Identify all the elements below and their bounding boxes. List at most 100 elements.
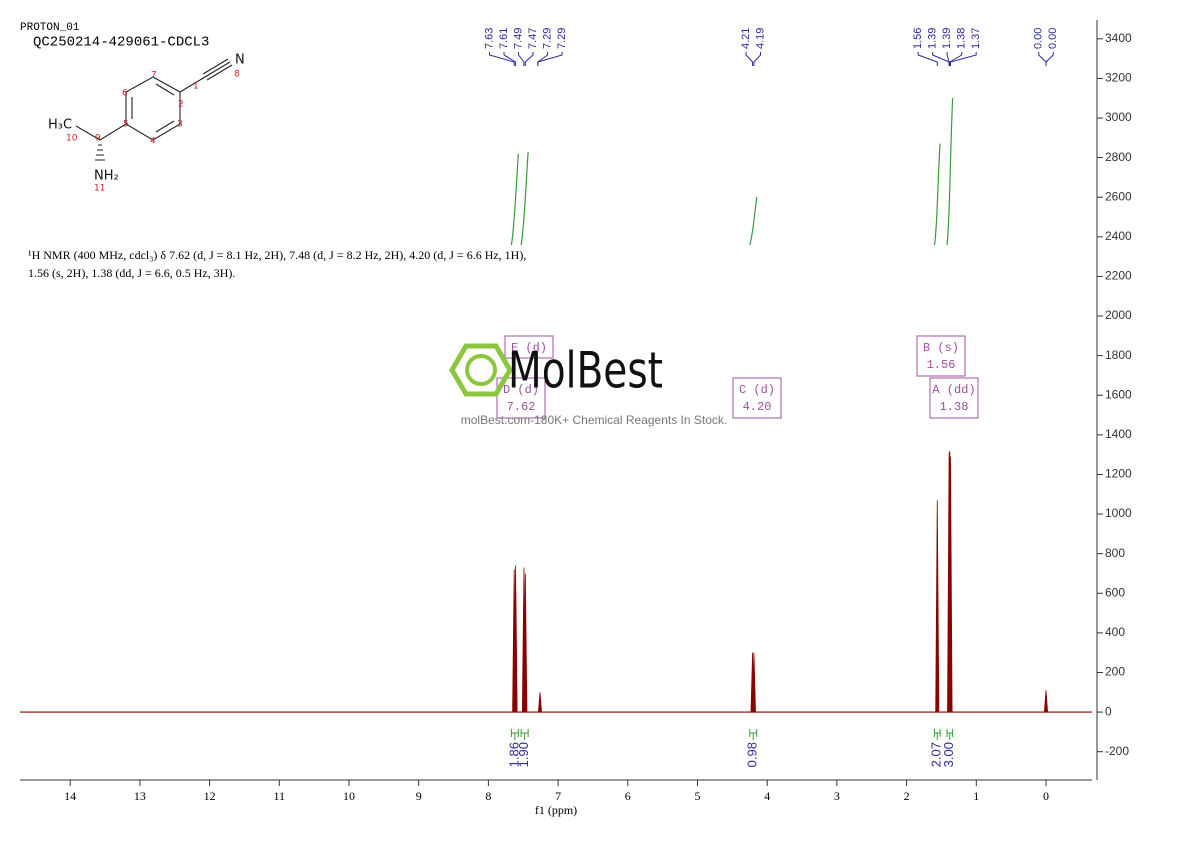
integral-label: 1.86 bbox=[506, 742, 521, 767]
peak-label: 1.39 bbox=[941, 28, 953, 49]
multiplet-shift: 4.20 bbox=[743, 400, 772, 414]
x-tick-label: 10 bbox=[343, 789, 355, 803]
y-tick-label: 1200 bbox=[1105, 467, 1132, 481]
peak bbox=[948, 456, 953, 713]
multiplet-name: C (d) bbox=[739, 383, 775, 397]
x-tick-label: 13 bbox=[134, 789, 146, 803]
chart-title: QC250214-429061-CDCL3 bbox=[33, 35, 209, 51]
atom-number: 9 bbox=[95, 134, 101, 144]
y-tick-label: -200 bbox=[1105, 744, 1129, 758]
peak-label: 7.29 bbox=[556, 28, 568, 49]
multiplet-box bbox=[496, 377, 546, 419]
x-tick-label: 9 bbox=[416, 789, 422, 803]
x-tick-label: 14 bbox=[64, 789, 76, 803]
logo-circle bbox=[465, 354, 497, 386]
triple-bond bbox=[202, 58, 233, 81]
atom: N bbox=[235, 53, 245, 68]
y-tick-label: 200 bbox=[1105, 665, 1125, 679]
hashed-bond bbox=[95, 144, 105, 161]
peak-connector bbox=[917, 52, 938, 66]
x-tick-label: 5 bbox=[694, 789, 700, 803]
y-tick-label: 600 bbox=[1105, 585, 1125, 599]
peak bbox=[751, 652, 756, 713]
description: ¹H NMR (400 MHz, cdcl₃) δ 7.62 (d, J = 8… bbox=[28, 248, 526, 262]
peak-connector bbox=[524, 52, 534, 66]
y-tick-label: 2800 bbox=[1105, 150, 1132, 164]
peak-connector bbox=[537, 52, 563, 66]
peak-connector bbox=[489, 52, 515, 66]
peak-label: 7.61 bbox=[498, 28, 510, 49]
logo-text: MolBest bbox=[508, 342, 663, 400]
peak bbox=[513, 565, 518, 713]
atom-number: 3 bbox=[177, 120, 183, 130]
y-tick-label: 1000 bbox=[1105, 506, 1132, 520]
peak bbox=[537, 692, 542, 713]
peak-label: 7.63 bbox=[483, 28, 495, 49]
peak-label: 7.49 bbox=[512, 28, 524, 49]
run-name: PROTON_01 bbox=[20, 22, 80, 34]
x-tick-label: 2 bbox=[904, 789, 910, 803]
x-tick-label: 3 bbox=[834, 789, 840, 803]
atom-number: 5 bbox=[123, 120, 129, 130]
y-tick-label: 400 bbox=[1105, 625, 1125, 639]
atom: NH₂ bbox=[94, 169, 119, 184]
x-tick-label: 1 bbox=[973, 789, 979, 803]
peak-connector bbox=[745, 52, 754, 66]
y-tick-label: 1800 bbox=[1105, 348, 1132, 362]
integral-curve bbox=[946, 97, 954, 246]
peak-label: 7.47 bbox=[527, 28, 539, 49]
multiplet-box bbox=[504, 335, 554, 359]
atom-number: 8 bbox=[234, 70, 240, 80]
y-tick-label: 3000 bbox=[1105, 110, 1132, 124]
peak bbox=[935, 500, 940, 713]
integral-curve bbox=[749, 196, 758, 246]
multiplet-shift: 1.56 bbox=[927, 358, 956, 372]
atom-number: 6 bbox=[122, 89, 128, 99]
peak-label: 1.39 bbox=[927, 28, 939, 49]
atom-number: 1 bbox=[193, 82, 199, 92]
peak-label: 1.38 bbox=[956, 28, 968, 49]
peak-connector bbox=[950, 52, 977, 66]
x-tick-label: 4 bbox=[764, 789, 770, 803]
ring-double-bonds bbox=[131, 83, 175, 133]
peak-connector bbox=[753, 52, 762, 66]
atom: H₃C bbox=[48, 118, 72, 133]
multiplet-box bbox=[916, 335, 966, 377]
integral-label: 0.98 bbox=[745, 742, 760, 767]
peak-connector bbox=[1045, 52, 1054, 66]
bond bbox=[179, 76, 206, 93]
integral-curve bbox=[510, 153, 519, 246]
integral-label: 3.00 bbox=[941, 742, 956, 767]
peak-label: 4.21 bbox=[740, 28, 752, 49]
peak-connector bbox=[518, 52, 525, 66]
multiplet-box bbox=[732, 377, 782, 419]
x-tick-label: 11 bbox=[274, 789, 286, 803]
y-tick-label: 2600 bbox=[1105, 189, 1132, 203]
integral-curve bbox=[520, 151, 529, 246]
y-tick-label: 1400 bbox=[1105, 427, 1132, 441]
peak bbox=[1044, 690, 1048, 713]
peak-label: 0.00 bbox=[1033, 28, 1045, 49]
multiplet-name: A (dd) bbox=[932, 383, 975, 397]
peak-connector bbox=[946, 52, 950, 66]
multiplet-name: D (d) bbox=[503, 383, 539, 397]
x-axis-label: f1 (ppm) bbox=[535, 803, 577, 817]
peak-label: 0.00 bbox=[1047, 28, 1059, 49]
y-tick-label: 2400 bbox=[1105, 229, 1132, 243]
integral-curve bbox=[933, 143, 941, 246]
multiplet-name: B (s) bbox=[923, 341, 959, 355]
multiplet-name: E (d) bbox=[511, 341, 547, 355]
bond bbox=[75, 123, 127, 141]
x-tick-label: 6 bbox=[625, 789, 631, 803]
x-tick-label: 12 bbox=[204, 789, 216, 803]
logo-hexagon bbox=[449, 343, 513, 397]
y-tick-label: 800 bbox=[1105, 546, 1125, 560]
atom-number: 11 bbox=[94, 184, 105, 194]
y-tick-label: 2000 bbox=[1105, 308, 1132, 322]
multiplet-shift: 1.38 bbox=[940, 400, 969, 414]
peak-connector bbox=[503, 52, 517, 66]
structure-bonds bbox=[75, 58, 233, 161]
description: 1.56 (s, 2H), 1.38 (dd, J = 6.6, 0.5 Hz,… bbox=[28, 266, 235, 280]
